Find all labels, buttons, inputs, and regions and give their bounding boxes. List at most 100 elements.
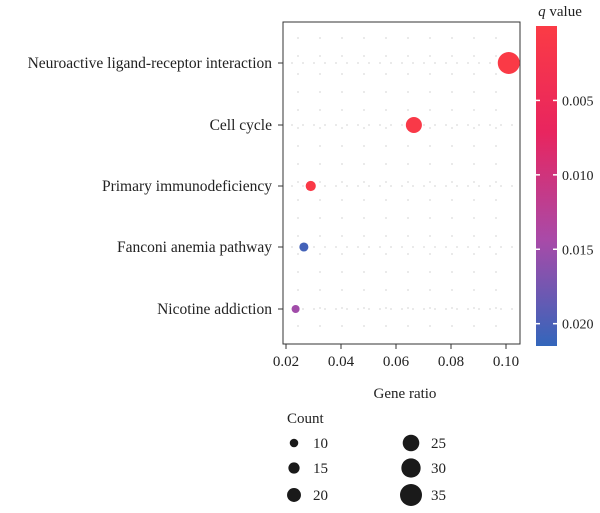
size-legend-label: 10 bbox=[313, 436, 328, 452]
colorbar-tick-label: 0.005 bbox=[562, 94, 594, 109]
grid-dot bbox=[319, 37, 321, 39]
grid-dot bbox=[489, 62, 491, 64]
grid-dot bbox=[473, 127, 475, 129]
grid-dot bbox=[511, 185, 513, 187]
grid-dot bbox=[319, 235, 321, 237]
grid-dot bbox=[511, 124, 513, 126]
grid-dot bbox=[451, 127, 453, 129]
grid-dot bbox=[456, 124, 458, 126]
grid-dot bbox=[324, 62, 326, 64]
grid-dot bbox=[495, 55, 497, 57]
grid-dot bbox=[473, 163, 475, 165]
data-point bbox=[291, 305, 300, 313]
data-point bbox=[497, 52, 520, 74]
grid-dot bbox=[451, 217, 453, 219]
grid-dot bbox=[379, 246, 381, 248]
grid-dot bbox=[478, 308, 480, 310]
grid-dot bbox=[291, 62, 293, 64]
grid-dot bbox=[297, 127, 299, 129]
size-legend-title: Count bbox=[287, 411, 325, 427]
grid-dot bbox=[324, 308, 326, 310]
grid-dot bbox=[473, 109, 475, 111]
grid-dot bbox=[385, 181, 387, 183]
grid-dot bbox=[473, 199, 475, 201]
grid-dot bbox=[500, 124, 502, 126]
grid-dot bbox=[291, 124, 293, 126]
grid-dot bbox=[357, 62, 359, 64]
grid-dot bbox=[319, 127, 321, 129]
grid-dot bbox=[363, 55, 365, 57]
grid-dot bbox=[478, 62, 480, 64]
grid-dot bbox=[385, 91, 387, 93]
grid-dot bbox=[401, 246, 403, 248]
grid-dot bbox=[341, 127, 343, 129]
grid-dot bbox=[379, 308, 381, 310]
grid-dot bbox=[368, 185, 370, 187]
grid-dot bbox=[429, 235, 431, 237]
grid-dot bbox=[473, 289, 475, 291]
grid-dot bbox=[500, 246, 502, 248]
size-legend-label: 20 bbox=[313, 488, 328, 504]
grid-dot bbox=[319, 307, 321, 309]
grid-dot bbox=[297, 145, 299, 147]
y-category-label: Nicotine addiction bbox=[157, 301, 272, 318]
grid-dot bbox=[473, 145, 475, 147]
grid-dot bbox=[456, 62, 458, 64]
grid-dot bbox=[495, 217, 497, 219]
grid-dot bbox=[478, 246, 480, 248]
grid-dot bbox=[456, 246, 458, 248]
grid-dot bbox=[363, 145, 365, 147]
grid-dot bbox=[357, 308, 359, 310]
grid-dot bbox=[335, 185, 337, 187]
colorbar-tick-label: 0.010 bbox=[562, 169, 594, 184]
grid-dot bbox=[302, 185, 304, 187]
grid-dot bbox=[495, 307, 497, 309]
grid-dot bbox=[335, 308, 337, 310]
grid-dot bbox=[478, 185, 480, 187]
grid-dot bbox=[423, 308, 425, 310]
grid-dot bbox=[407, 145, 409, 147]
grid-dot bbox=[451, 307, 453, 309]
grid-dot bbox=[291, 185, 293, 187]
x-tick-label: 0.04 bbox=[328, 354, 355, 370]
grid-dot bbox=[341, 235, 343, 237]
grid-dot bbox=[412, 62, 414, 64]
data-point bbox=[305, 180, 316, 192]
grid-dot bbox=[313, 62, 315, 64]
grid-dot bbox=[429, 199, 431, 201]
grid-dot bbox=[473, 271, 475, 273]
grid-dot bbox=[363, 217, 365, 219]
grid-dot bbox=[379, 62, 381, 64]
grid-dot bbox=[429, 307, 431, 309]
y-axis: Neuroactive ligand-receptor interaction C… bbox=[28, 55, 283, 318]
grid-dot bbox=[363, 91, 365, 93]
grid-dot bbox=[341, 109, 343, 111]
grid-dot bbox=[324, 185, 326, 187]
grid-dot bbox=[313, 246, 315, 248]
grid-dot bbox=[407, 109, 409, 111]
size-legend-dot bbox=[289, 438, 299, 448]
grid-dot bbox=[297, 181, 299, 183]
grid-dot bbox=[341, 325, 343, 327]
grid-dot bbox=[363, 289, 365, 291]
grid-dot bbox=[319, 271, 321, 273]
grid-dot bbox=[324, 246, 326, 248]
grid-dot bbox=[319, 109, 321, 111]
grid-dot bbox=[297, 163, 299, 165]
size-legend-label: 35 bbox=[431, 488, 446, 504]
grid-dot bbox=[363, 271, 365, 273]
size-legend-label: 30 bbox=[431, 461, 446, 477]
grid-dot bbox=[335, 246, 337, 248]
grid-dot bbox=[390, 124, 392, 126]
grid-dot bbox=[357, 185, 359, 187]
plot-frame bbox=[282, 21, 521, 345]
grid-dot bbox=[423, 62, 425, 64]
grid-dot bbox=[385, 325, 387, 327]
grid-dot bbox=[407, 271, 409, 273]
grid-dot bbox=[473, 37, 475, 39]
grid-dot bbox=[489, 246, 491, 248]
grid-dot bbox=[390, 62, 392, 64]
colorbar-title-italic: q bbox=[538, 4, 546, 20]
y-category-label: Neuroactive ligand-receptor interaction bbox=[28, 55, 273, 72]
grid-dot bbox=[495, 145, 497, 147]
